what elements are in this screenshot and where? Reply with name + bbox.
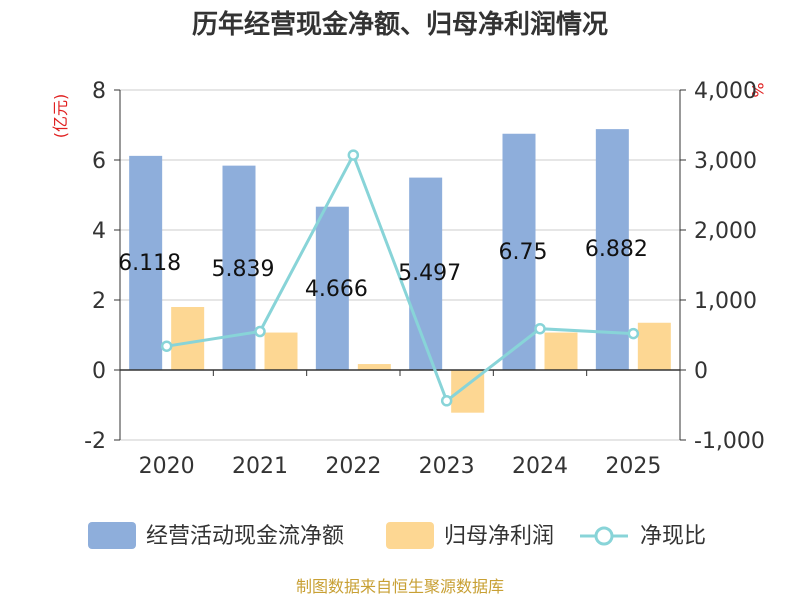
cashflow-data-label: 6.118 [118, 251, 181, 276]
cashflow-data-label: 6.882 [585, 237, 648, 262]
cashflow-data-label: 5.839 [212, 257, 275, 282]
ratio-point [534, 322, 546, 335]
legend-item-ratio[interactable]: 净现比 [580, 524, 706, 549]
ratio-line-path [166, 151, 634, 404]
chart-title: 历年经营现金净额、归母净利润情况 [192, 9, 608, 40]
right-axis-tick-label: 1,000 [694, 289, 757, 314]
profit-bar [171, 307, 205, 370]
profit-bar [544, 332, 578, 370]
legend-item-profit[interactable]: 归母净利润 [386, 522, 554, 549]
ratio-point [347, 149, 360, 161]
cashflow-data-label: 4.666 [305, 277, 368, 302]
cashflow-bar [502, 133, 536, 370]
profit-bar [637, 322, 671, 370]
tick-labels: 8 6 4 2 0 -2 4,000 3,000 2,000 1,000 0 -1,000 2020 20… [84, 79, 765, 479]
ratio-point [160, 340, 173, 352]
legend-swatch-cashflow [88, 522, 136, 549]
cashflow-data-label: 6.75 [499, 240, 548, 265]
right-axis-tick-label: 3,000 [694, 149, 757, 174]
left-axis-tick-label: -2 [84, 429, 106, 454]
left-axis-tick-label: 0 [92, 359, 106, 384]
ratio-point [254, 325, 266, 338]
source-note: 制图数据来自恒生聚源数据库 [296, 577, 504, 596]
left-axis-tick-label: 8 [92, 79, 106, 104]
category-label: 2020 [139, 454, 195, 479]
category-label: 2025 [605, 454, 661, 479]
left-axis-tick-label: 2 [92, 289, 106, 314]
axes [114, 89, 686, 441]
right-axis-tick-label: 2,000 [694, 219, 757, 244]
category-label: 2021 [232, 454, 288, 479]
ratio-point [627, 327, 640, 340]
cashflow-data-label: 5.497 [398, 261, 461, 286]
profit-bar [264, 332, 298, 370]
right-axis-tick-label: 4,000 [694, 79, 757, 104]
ratio-line [160, 149, 640, 407]
left-axis-unit: (亿元) [51, 94, 70, 139]
legend-item-cashflow[interactable]: 经营活动现金流净额 [88, 522, 344, 549]
legend: 经营活动现金流净额 归母净利润 净现比 [88, 522, 706, 549]
legend-label-ratio: 净现比 [640, 524, 706, 549]
category-label: 2023 [419, 454, 475, 479]
category-label: 2024 [512, 454, 568, 479]
cashflow-bar [409, 177, 443, 370]
ratio-point [440, 395, 453, 407]
profit-bar [357, 364, 391, 370]
cashflow-bar [595, 129, 629, 370]
left-axis-tick-label: 6 [92, 149, 106, 174]
cashflow-bar [315, 206, 349, 370]
left-axis-tick-label: 4 [92, 219, 106, 244]
legend-marker-ratio [594, 526, 614, 546]
legend-label-cashflow: 经营活动现金流净额 [146, 524, 344, 549]
cashflow-bar [129, 155, 163, 370]
right-axis-tick-label: -1,000 [694, 429, 765, 454]
right-axis-unit: % [748, 82, 767, 97]
data-labels: 6.118 5.839 4.666 5.497 6.75 6.882 [118, 237, 648, 302]
category-label: 2022 [325, 454, 381, 479]
right-axis-tick-label: 0 [694, 359, 708, 384]
legend-label-profit: 归母净利润 [444, 524, 554, 549]
legend-swatch-profit [386, 522, 434, 549]
